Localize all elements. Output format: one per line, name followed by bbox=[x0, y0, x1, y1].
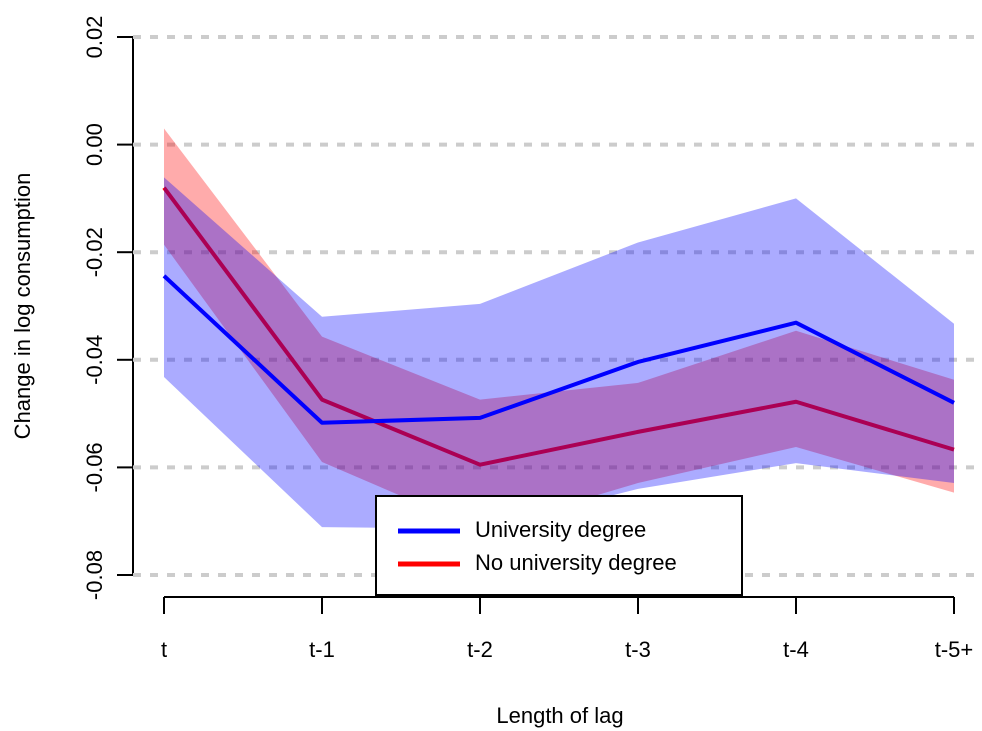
legend-label: No university degree bbox=[475, 550, 677, 575]
x-tick-label: t-4 bbox=[783, 637, 809, 662]
y-tick-label: -0.08 bbox=[82, 550, 107, 600]
confidence-band bbox=[164, 128, 954, 530]
x-tick-label: t-2 bbox=[467, 637, 493, 662]
series-line bbox=[162, 186, 955, 467]
confidence-band bbox=[164, 177, 954, 529]
legend-box bbox=[375, 495, 743, 596]
x-tick-label: t bbox=[161, 637, 167, 662]
legend: University degree No university degree bbox=[375, 495, 743, 596]
x-tick-label: t-5+ bbox=[935, 637, 974, 662]
series-line bbox=[162, 274, 955, 425]
y-tick-label: -0.06 bbox=[82, 442, 107, 492]
y-axis-label: Change in log consumption bbox=[10, 173, 35, 440]
y-tick-label: 0.00 bbox=[82, 123, 107, 166]
legend-label: University degree bbox=[475, 517, 646, 542]
x-tick-label: t-3 bbox=[625, 637, 651, 662]
x-tick-label: t-1 bbox=[309, 637, 335, 662]
y-tick-label: -0.04 bbox=[82, 335, 107, 385]
x-axis-label: Length of lag bbox=[496, 703, 623, 728]
y-tick-label: -0.02 bbox=[82, 227, 107, 277]
y-tick-label: 0.02 bbox=[82, 16, 107, 59]
